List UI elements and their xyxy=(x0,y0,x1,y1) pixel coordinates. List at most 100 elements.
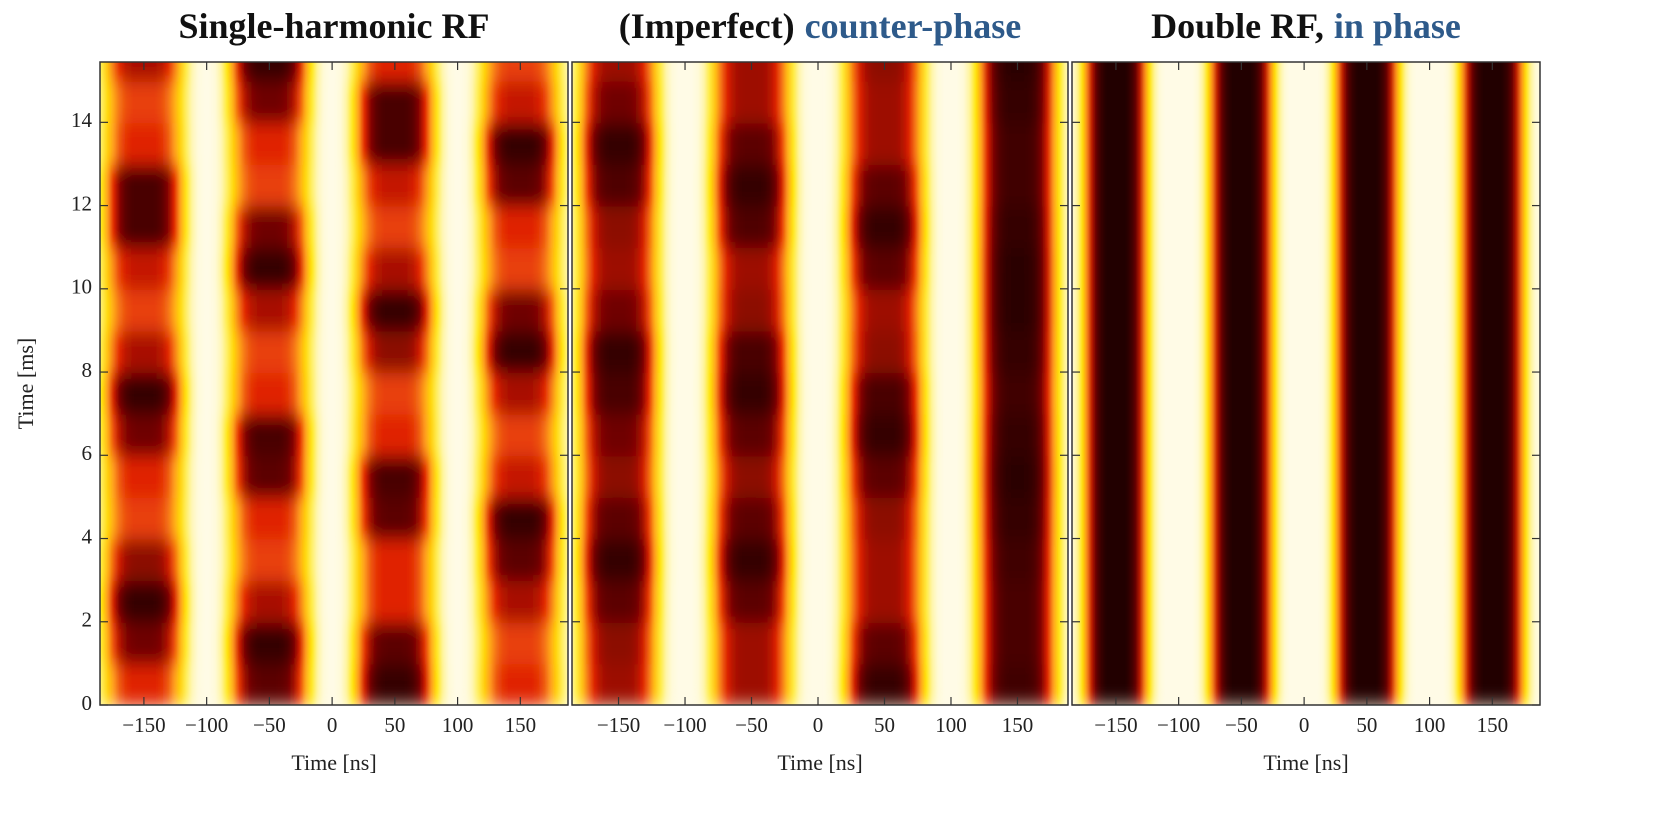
heatmap-cell xyxy=(334,454,456,498)
heatmap-cell xyxy=(334,121,456,165)
heatmap-cell xyxy=(100,371,205,415)
heatmap-cell xyxy=(691,495,812,540)
y-tick-label: 6 xyxy=(82,441,93,465)
heatmap-cell xyxy=(957,579,1068,623)
x-tick-label: 50 xyxy=(1356,713,1377,737)
heatmap-cell xyxy=(957,495,1068,540)
x-tick-label: −150 xyxy=(122,713,165,737)
heatmap-cell xyxy=(957,329,1068,374)
heatmap-cells xyxy=(572,62,1068,705)
heatmap-cell xyxy=(824,162,945,207)
heatmap-cell xyxy=(100,495,205,540)
heatmap-cell xyxy=(691,329,812,374)
heatmap-cell xyxy=(1193,162,1290,207)
heatmap-cells xyxy=(100,62,568,705)
heatmap-cell xyxy=(691,412,812,457)
heatmap-cell xyxy=(209,329,330,374)
heatmap-cell xyxy=(1072,495,1165,540)
heatmap-cell xyxy=(100,162,205,207)
x-tick-label: −50 xyxy=(1225,713,1258,737)
x-tick-label: 150 xyxy=(505,713,537,737)
panel-frame xyxy=(1071,61,1541,706)
heatmap-cell xyxy=(1318,495,1416,540)
heatmap-cell xyxy=(1193,412,1290,457)
heatmap-cell xyxy=(691,246,812,290)
heatmap-cell xyxy=(1318,537,1416,582)
heatmap-cell xyxy=(572,454,679,498)
heatmap xyxy=(100,62,568,705)
heatmap-cell xyxy=(1444,620,1540,665)
y-axis-label: Time [ms] xyxy=(13,338,38,429)
heatmap-cell xyxy=(1444,329,1540,374)
heatmap-cell xyxy=(1318,287,1416,332)
heatmap-cell xyxy=(957,121,1068,165)
heatmap-cell xyxy=(1444,287,1540,332)
heatmap-cell xyxy=(460,371,568,415)
heatmap-cell xyxy=(100,620,205,665)
heatmap-cell xyxy=(334,412,456,457)
heatmap-cell xyxy=(824,287,945,332)
heatmap-cell xyxy=(1193,204,1290,249)
x-tick-label: 150 xyxy=(1477,713,1509,737)
heatmap-cell xyxy=(1193,62,1290,82)
heatmap-cell xyxy=(209,454,330,498)
heatmap xyxy=(572,62,1068,705)
heatmap-cell xyxy=(1318,329,1416,374)
heatmap-cell xyxy=(460,62,568,82)
heatmap-cell xyxy=(572,537,679,582)
heatmap-cell xyxy=(1072,537,1165,582)
x-tick-label: −150 xyxy=(597,713,640,737)
title-part: Single-harmonic RF xyxy=(179,6,490,46)
heatmap-cell xyxy=(1444,537,1540,582)
heatmap-cell xyxy=(824,537,945,582)
heatmap-cell xyxy=(824,495,945,540)
heatmap-cell xyxy=(1072,79,1165,124)
heatmap-cell xyxy=(691,454,812,498)
heatmap-cell xyxy=(1318,79,1416,124)
heatmap-cell xyxy=(209,537,330,582)
heatmap-cell xyxy=(334,579,456,623)
heatmap-cell xyxy=(824,121,945,165)
heatmap-cell xyxy=(1072,371,1165,415)
heatmap-cell xyxy=(957,79,1068,124)
heatmap-cell xyxy=(957,454,1068,498)
heatmap-cell xyxy=(824,454,945,498)
heatmap-cell xyxy=(460,121,568,165)
heatmap-cell xyxy=(334,62,456,82)
x-tick-label: −50 xyxy=(735,713,768,737)
title-part: in phase xyxy=(1334,6,1461,46)
heatmap-cell xyxy=(691,287,812,332)
heatmap-cell xyxy=(1193,620,1290,665)
heatmap-cell xyxy=(572,329,679,374)
heatmap-cell xyxy=(1072,412,1165,457)
heatmap-cell xyxy=(824,620,945,665)
heatmap-cell xyxy=(824,579,945,623)
heatmap-cell xyxy=(1193,454,1290,498)
heatmap-cell xyxy=(209,620,330,665)
x-tick-label: 50 xyxy=(384,713,405,737)
heatmap-cell xyxy=(1072,246,1165,290)
heatmap-cell xyxy=(572,162,679,207)
heatmap-cell xyxy=(1072,287,1165,332)
heatmap xyxy=(1072,62,1540,705)
heatmap-cell xyxy=(1072,579,1165,623)
heatmap-cell xyxy=(824,412,945,457)
heatmap-cell xyxy=(1444,79,1540,124)
heatmap-cell xyxy=(572,620,679,665)
heatmap-cell xyxy=(691,579,812,623)
heatmap-cell xyxy=(460,412,568,457)
heatmap-cell xyxy=(209,412,330,457)
heatmap-cell xyxy=(209,579,330,623)
heatmap-cell xyxy=(209,62,330,82)
heatmap-cell xyxy=(100,579,205,623)
heatmap-cell xyxy=(460,495,568,540)
heatmap-cell xyxy=(1318,454,1416,498)
heatmap-cell xyxy=(691,537,812,582)
heatmap-cell xyxy=(460,620,568,665)
heatmap-cell xyxy=(1318,371,1416,415)
heatmap-cell xyxy=(460,454,568,498)
heatmap-cell xyxy=(460,79,568,124)
heatmap-cell xyxy=(572,121,679,165)
title-part: (Imperfect) xyxy=(619,6,795,46)
heatmap-cell xyxy=(957,537,1068,582)
